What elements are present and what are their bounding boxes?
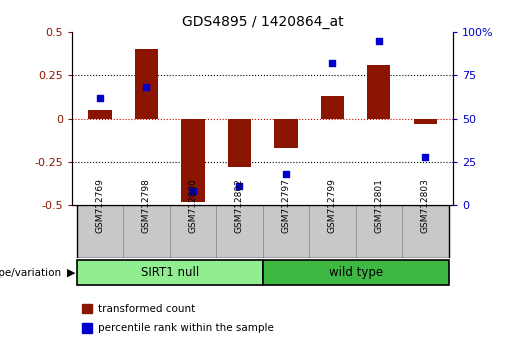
Point (96, 95, 104, 101)
Text: wild type: wild type (329, 266, 383, 279)
Text: GSM712802: GSM712802 (235, 178, 244, 233)
Text: genotype/variation: genotype/variation (0, 268, 62, 278)
Text: GSM712801: GSM712801 (374, 178, 383, 233)
Text: transformed count: transformed count (98, 304, 196, 314)
Text: GSM712803: GSM712803 (421, 178, 430, 233)
Text: ▶: ▶ (67, 268, 76, 278)
Bar (414, 119, 437, 124)
Bar (274, 119, 298, 148)
Point (142, 85, 150, 90)
Text: GSM712798: GSM712798 (142, 178, 151, 233)
Bar (77, 205, 123, 258)
Bar (263, 205, 309, 258)
Point (328, 60, 336, 66)
Bar (170, 205, 216, 258)
Bar (82, 304, 92, 313)
Bar (367, 65, 390, 119)
Text: GSM712800: GSM712800 (188, 178, 197, 233)
Text: GSM712797: GSM712797 (281, 178, 290, 233)
Point (375, 38, 383, 44)
Bar (355, 205, 402, 258)
Point (282, 171, 290, 177)
Text: SIRT1 null: SIRT1 null (141, 266, 199, 279)
Bar (402, 205, 449, 258)
Bar (216, 205, 263, 258)
Title: GDS4895 / 1420864_at: GDS4895 / 1420864_at (182, 16, 344, 29)
Bar (181, 119, 204, 202)
Point (421, 154, 430, 160)
Text: GSM712769: GSM712769 (95, 178, 105, 233)
Bar (309, 205, 355, 258)
Bar (321, 96, 344, 119)
Bar (135, 49, 158, 119)
Bar (77, 260, 263, 285)
Bar (123, 205, 170, 258)
Bar (82, 324, 92, 333)
Text: percentile rank within the sample: percentile rank within the sample (98, 323, 274, 333)
Bar (228, 119, 251, 167)
Bar (263, 260, 449, 285)
Text: GSM712799: GSM712799 (328, 178, 337, 233)
Point (189, 189, 197, 194)
Point (235, 183, 244, 189)
Bar (89, 110, 112, 119)
